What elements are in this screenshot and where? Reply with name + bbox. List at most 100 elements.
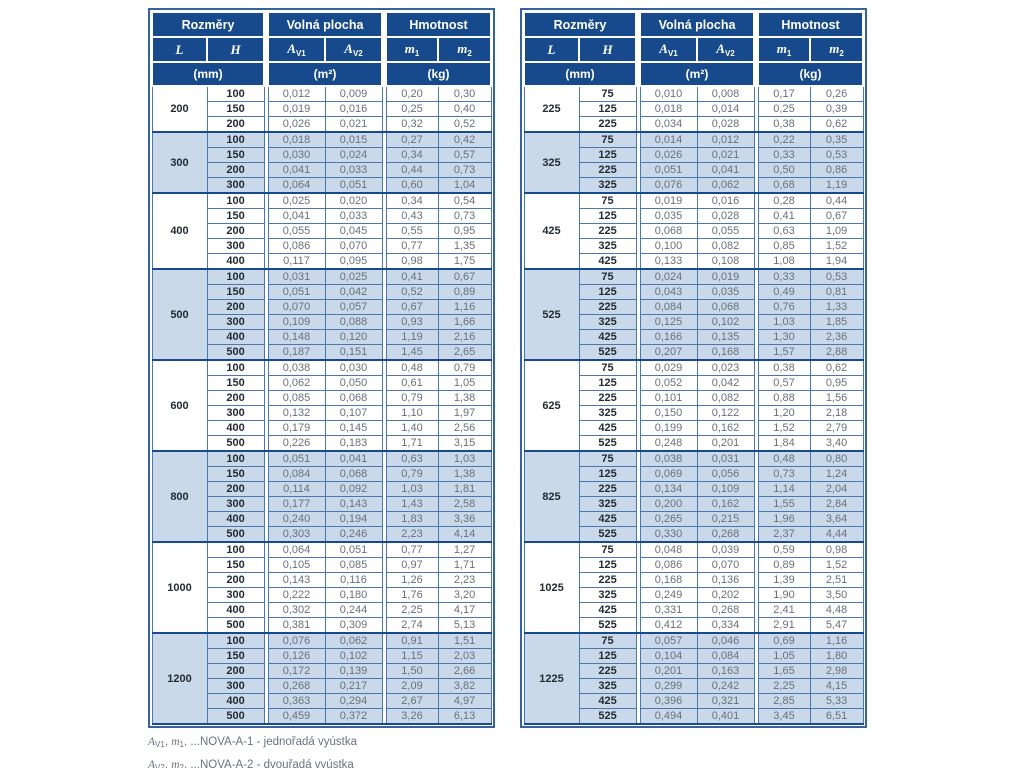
dimension-H-cell: 500 — [206, 526, 265, 543]
column-separator — [636, 12, 641, 37]
value-Av1-cell: 0,179 — [267, 420, 326, 436]
value-Av1-cell: 0,126 — [267, 648, 326, 664]
table-row: 1025 75 0,048 0,039 0,59 0,98 — [523, 541, 864, 634]
value-Av1-cell: 0,412 — [639, 617, 698, 634]
value-Av2-cell: 0,107 — [324, 405, 383, 421]
table-row: 225 0,034 0,028 0,38 0,62 — [524, 116, 864, 133]
value-Av2-cell: 0,151 — [324, 344, 383, 361]
value-m1-cell: 1,10 — [385, 405, 439, 421]
dimension-H-cell: 75 — [578, 268, 637, 285]
value-Av2-cell: 0,321 — [696, 693, 755, 709]
dimension-H-cell: 425 — [578, 511, 637, 527]
table-row: 300 0,064 0,051 0,60 1,04 — [152, 177, 492, 194]
value-m2-cell: 0,67 — [437, 268, 492, 285]
dimension-H-cell: 75 — [578, 541, 637, 558]
value-Av1-cell: 0,248 — [639, 435, 698, 452]
table-row: 300 0,268 0,217 2,09 3,82 — [152, 678, 492, 694]
value-Av2-cell: 0,016 — [324, 101, 383, 117]
header-col-Av1: AV1 — [267, 36, 327, 63]
value-Av1-cell: 0,030 — [267, 147, 326, 163]
value-Av2-cell: 0,030 — [324, 359, 383, 376]
value-m1-cell: 0,67 — [385, 299, 439, 315]
dimension-H-cell: 325 — [578, 238, 637, 254]
dimension-H-cell: 300 — [206, 496, 265, 512]
value-m2-cell: 1,81 — [437, 481, 492, 497]
value-m2-cell: 3,36 — [437, 511, 492, 527]
value-Av2-cell: 0,401 — [696, 708, 755, 725]
dimension-H-cell: 325 — [578, 678, 637, 694]
dimension-H-cell: 325 — [578, 496, 637, 512]
value-m2-cell: 2,98 — [809, 663, 864, 679]
dimension-H-cell: 225 — [578, 162, 637, 178]
value-m1-cell: 0,59 — [757, 541, 811, 558]
table-row: 200 0,114 0,092 1,03 1,81 — [152, 481, 492, 497]
col-m-sub: 1 — [786, 49, 792, 58]
value-m1-cell: 0,48 — [757, 450, 811, 467]
value-m1-cell: 0,33 — [757, 147, 811, 163]
table-row: 525 75 0,024 0,019 0,33 0,53 — [523, 268, 864, 361]
dimension-L-cell: 225 — [523, 85, 580, 133]
table-row: 300 0,177 0,143 1,43 2,58 — [152, 496, 492, 512]
value-Av2-cell: 0,070 — [696, 557, 755, 573]
value-Av2-cell: 0,309 — [324, 617, 383, 634]
value-m1-cell: 0,34 — [385, 192, 439, 209]
value-m2-cell: 1,24 — [809, 466, 864, 482]
value-Av1-cell: 0,070 — [267, 299, 326, 315]
table-row: 625 75 0,029 0,023 0,38 0,62 — [523, 359, 864, 452]
value-Av2-cell: 0,021 — [324, 116, 383, 133]
symbol-A: A — [148, 736, 156, 748]
value-m2-cell: 0,39 — [809, 101, 864, 117]
table-row: 225 0,068 0,055 0,63 1,09 — [524, 223, 864, 239]
value-m2-cell: 1,09 — [809, 223, 864, 239]
header-col-H: H — [205, 36, 266, 63]
symbol-m: m — [171, 759, 180, 768]
dimension-H-cell: 225 — [578, 663, 637, 679]
value-Av1-cell: 0,084 — [267, 466, 326, 482]
dimension-H-cell: 125 — [578, 101, 637, 117]
dimension-H-cell: 225 — [578, 390, 637, 406]
value-Av1-cell: 0,396 — [639, 693, 698, 709]
value-Av1-cell: 0,025 — [267, 192, 326, 209]
value-m1-cell: 0,61 — [385, 375, 439, 391]
col-m-sub: 2 — [839, 49, 844, 58]
value-m2-cell: 0,26 — [809, 85, 864, 102]
value-m1-cell: 1,45 — [385, 344, 439, 361]
table-row: 800 100 0,051 0,041 0,63 1,03 — [151, 450, 492, 543]
value-Av2-cell: 0,201 — [696, 435, 755, 452]
value-Av2-cell: 0,102 — [324, 648, 383, 664]
column-separator — [754, 37, 759, 62]
value-m1-cell: 0,97 — [385, 557, 439, 573]
value-m1-cell: 1,43 — [385, 496, 439, 512]
dimension-H-cell: 400 — [206, 253, 265, 270]
value-m1-cell: 2,74 — [385, 617, 439, 634]
value-m2-cell: 1,85 — [809, 314, 864, 330]
dimension-H-cell: 125 — [578, 147, 637, 163]
value-m1-cell: 1,39 — [757, 572, 811, 588]
value-Av2-cell: 0,372 — [324, 708, 383, 725]
dimension-H-cell: 425 — [578, 602, 637, 618]
dimension-H-cell: 500 — [206, 435, 265, 452]
value-Av1-cell: 0,086 — [267, 238, 326, 254]
value-Av2-cell: 0,028 — [696, 208, 755, 224]
value-m2-cell: 3,50 — [809, 587, 864, 603]
table-row: 300 0,132 0,107 1,10 1,97 — [152, 405, 492, 421]
value-m1-cell: 1,19 — [385, 329, 439, 345]
dimension-H-cell: 225 — [578, 299, 637, 315]
dimension-L-cell: 425 — [523, 192, 580, 270]
value-m2-cell: 1,80 — [809, 648, 864, 664]
value-Av1-cell: 0,132 — [267, 405, 326, 421]
table-row: 150 0,105 0,085 0,97 1,71 — [152, 557, 492, 573]
symbol-A-sub: V2 — [155, 763, 165, 768]
value-Av2-cell: 0,042 — [324, 284, 383, 300]
header-col-m2: m2 — [809, 36, 865, 63]
value-m2-cell: 0,95 — [809, 375, 864, 391]
dimension-H-cell: 125 — [578, 648, 637, 664]
value-Av2-cell: 0,041 — [324, 450, 383, 467]
unit-mm: (mm) — [150, 61, 266, 87]
footnote-text: ...NOVA-A-2 - dvouřadá vyústka — [190, 759, 354, 768]
dimension-L-cell: 800 — [151, 450, 208, 543]
value-Av2-cell: 0,070 — [324, 238, 383, 254]
value-m2-cell: 0,95 — [437, 223, 492, 239]
value-Av2-cell: 0,015 — [324, 131, 383, 148]
